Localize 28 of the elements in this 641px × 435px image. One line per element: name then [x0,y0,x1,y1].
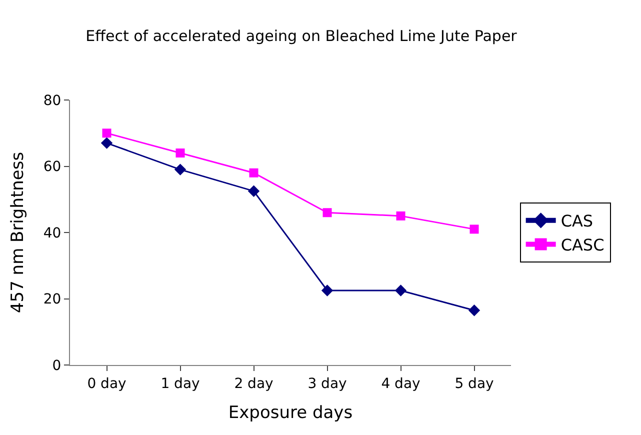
point [470,224,479,234]
legend-label: CASC [560,235,604,254]
y-tick-label: 0 [52,358,62,374]
y-tick-label: 80 [43,92,62,109]
x-tick-label: 5 day [454,376,494,392]
point [248,185,260,197]
x-tick-label: 2 day [234,376,274,392]
y-tick-label: 40 [43,225,62,242]
y-tick-label: 20 [43,292,62,308]
point [394,284,407,296]
legend-label: CAS [560,212,594,231]
point [100,137,113,149]
point [102,128,112,138]
point [174,164,186,176]
point [322,208,332,218]
x-tick-label: 1 day [160,376,200,392]
x-tick-label: 4 day [381,376,420,392]
x-tick-label: 0 day [87,376,126,392]
x-axis-title: Exposure days [228,403,353,424]
point [176,148,185,158]
chart-title: Effect of accelerated ageing on Bleached Lime Jute Paper [86,26,518,45]
x-tick-label: 3 day [308,376,347,392]
point [321,284,334,296]
y-axis-title: 457 nm Brightness [8,152,28,314]
point [249,168,258,178]
point [396,211,406,220]
point [468,304,480,316]
y-tick-label: 60 [43,159,62,176]
